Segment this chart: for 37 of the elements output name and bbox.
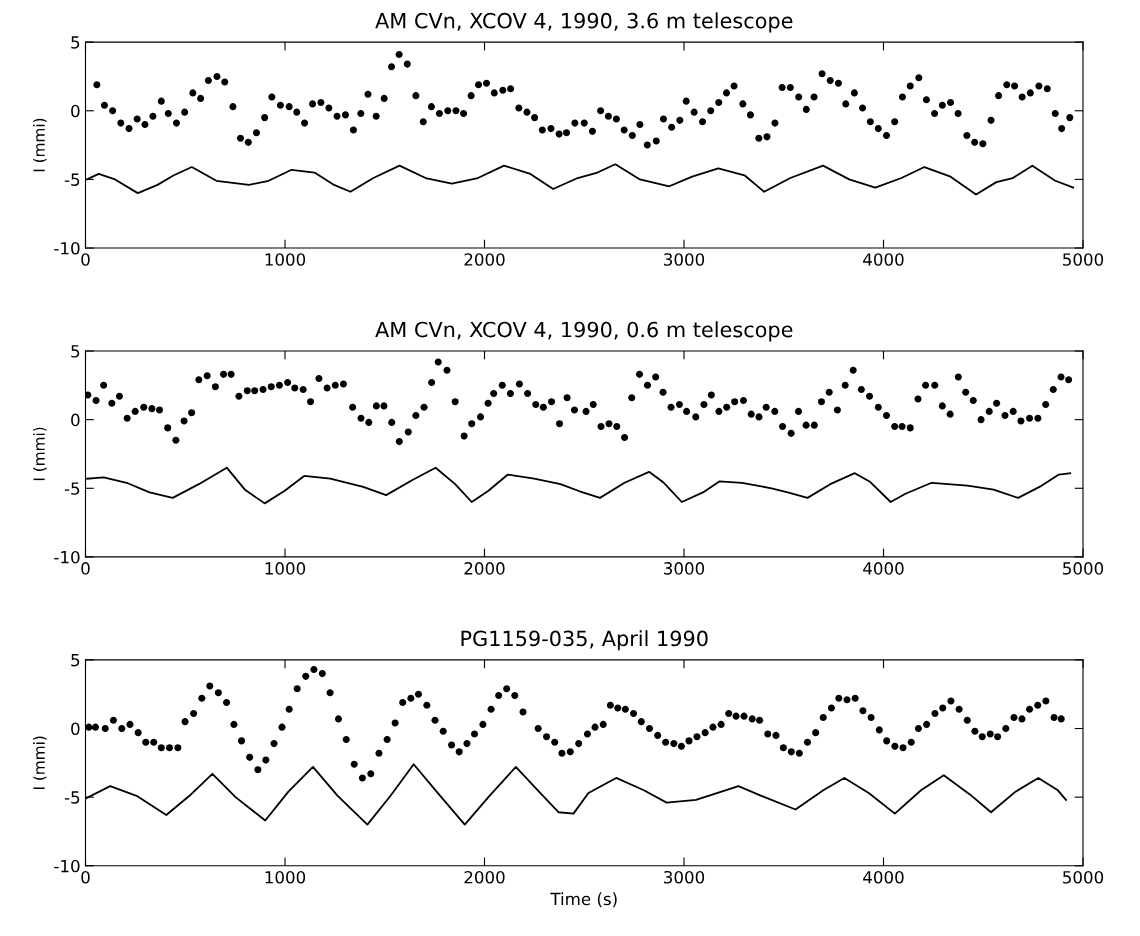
y-tick-label: -10 [54,242,80,255]
x-tick-label: 1000 [265,562,306,575]
x-tick-label: 1000 [265,870,306,884]
y-tick-label: -10 [54,550,80,564]
x-tick-label: 0 [81,870,90,884]
y-axis-title: I (mmi) [33,427,47,481]
x-tick-label: 4000 [863,562,904,575]
x-axis-title: Time (s) [550,892,617,908]
y-tick-label: 0 [71,104,80,118]
y-tick-label: 5 [71,654,80,667]
y-tick-label: -10 [54,859,80,873]
chart-title: AM CVn, XCOV 4, 1990, 3.6 m telescope [375,12,793,33]
x-tick-label: 5000 [1063,253,1104,266]
x-tick-label: 3000 [664,870,705,884]
y-tick-label: 0 [71,413,80,427]
x-tick-label: 5000 [1063,562,1104,575]
x-tick-label: 0 [81,562,90,575]
y-tick-label: -5 [64,791,80,804]
y-axis-title: I (mmi) [33,118,47,172]
x-tick-label: 0 [81,253,90,266]
chart-title: PG1159-035, April 1990 [461,630,708,651]
y-tick-label: -5 [64,173,80,186]
x-tick-label: 2000 [464,562,505,575]
x-tick-label: 2000 [464,870,505,884]
y-tick-label: 0 [71,722,80,736]
x-tick-label: 1000 [265,253,306,266]
x-tick-label: 3000 [664,253,705,266]
x-tick-label: 4000 [863,253,904,266]
y-tick-label: -5 [64,482,80,495]
x-tick-label: 5000 [1063,870,1104,884]
x-tick-label: 3000 [664,562,705,575]
x-tick-label: 4000 [863,870,904,884]
chart-title: AM CVn, XCOV 4, 1990, 0.6 m telescope [375,321,793,342]
y-axis-title: I (mmi) [33,736,47,789]
x-tick-label: 2000 [464,253,505,266]
y-tick-label: 5 [71,36,80,49]
y-tick-label: 5 [71,345,80,358]
